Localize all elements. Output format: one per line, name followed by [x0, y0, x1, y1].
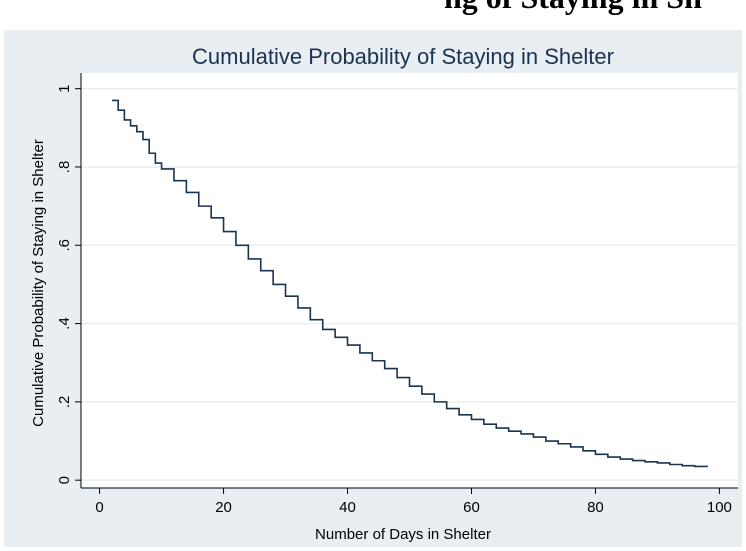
y-tick-label-2: .4: [56, 317, 73, 330]
grid-lines: [81, 87, 738, 481]
y-tick-label-1: .2: [56, 396, 73, 409]
plot-area: [81, 73, 738, 488]
x-tick-label-4: 80: [587, 499, 604, 516]
x-tick-label-2: 40: [339, 499, 356, 516]
y-tick-label-4: .8: [56, 161, 73, 174]
clipped-heading-text: ng of Staying in Sh: [0, 0, 746, 30]
chart-title: Cumulative Probability of Staying in She…: [192, 44, 614, 69]
y-tick-label-0: 0: [56, 476, 73, 484]
series-line: [111, 99, 708, 468]
x-tick-label-5: 100: [707, 499, 732, 516]
x-tick-label-3: 60: [463, 499, 480, 516]
y-tick-label-5: 1: [56, 84, 73, 92]
y-tick-label-3: .6: [56, 239, 73, 252]
clipped-heading-label: ng of Staying in Sh: [444, 0, 702, 16]
x-axis-label: Number of Days in Shelter: [315, 526, 491, 543]
x-tick-label-0: 0: [95, 499, 103, 516]
axes: 0 20 40 60 80 100 0 .2 .4 .6 .8 1: [56, 73, 738, 516]
y-axis-label: Cumulative Probability of Staying in She…: [30, 139, 47, 427]
x-tick-label-1: 20: [215, 499, 232, 516]
